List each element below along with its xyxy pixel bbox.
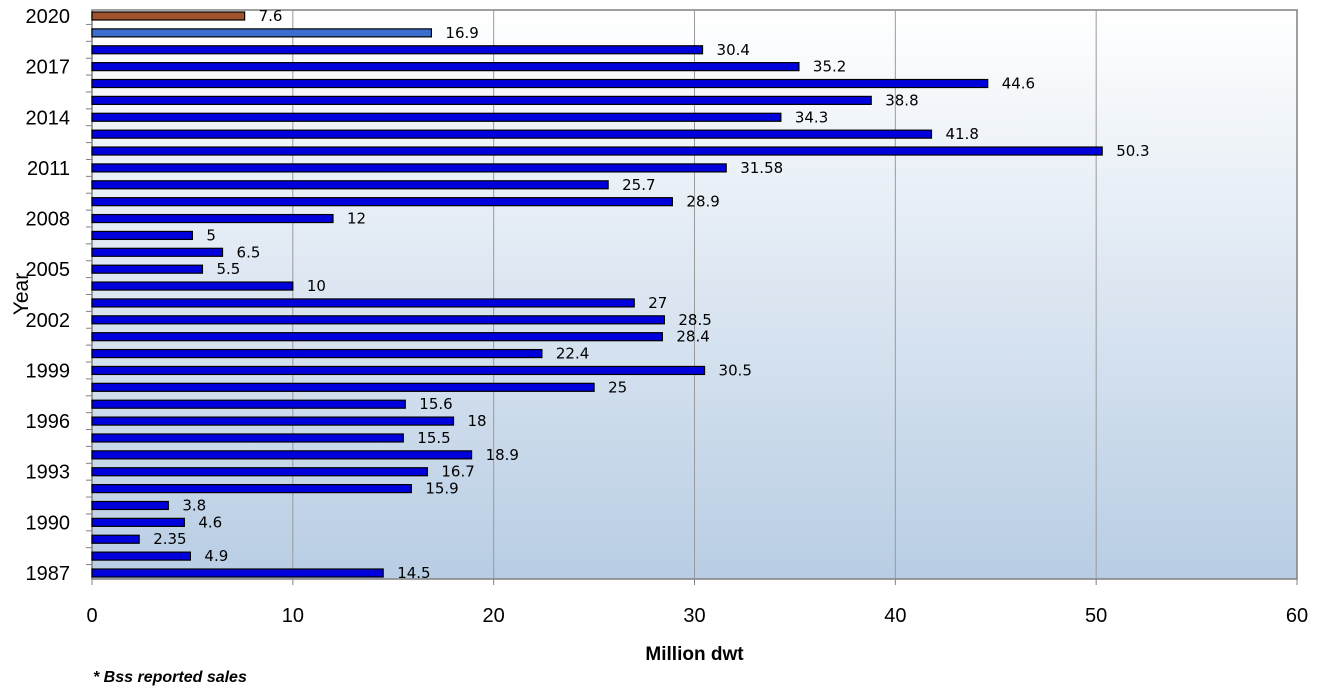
- x-tick-label: 50: [1085, 605, 1107, 627]
- data-label-1995: 15.5: [417, 429, 450, 447]
- data-label-1992: 15.9: [425, 480, 458, 498]
- data-label-2020: 7.6: [259, 7, 283, 25]
- data-label-1991: 3.8: [182, 496, 206, 514]
- bar-2006: [91, 247, 224, 257]
- data-label-2005: 5.5: [216, 260, 240, 278]
- bar-1990: [91, 517, 185, 527]
- data-label-2001: 28.4: [676, 328, 709, 346]
- bar-2011: [91, 163, 727, 173]
- bar-2019: [91, 28, 433, 38]
- bar-2013: [91, 129, 933, 139]
- bar-2007: [91, 230, 194, 241]
- bar-2012: [91, 146, 1103, 156]
- data-label-1997: 15.6: [419, 395, 452, 413]
- bar-1994: [91, 450, 473, 460]
- bar-2001: [91, 332, 663, 342]
- bar-2010: [91, 180, 609, 190]
- bar-1988: [91, 551, 192, 561]
- data-label-1998: 25: [608, 378, 627, 396]
- bar-1992: [91, 484, 412, 494]
- data-label-2006: 6.5: [237, 243, 261, 261]
- data-label-2011: 31.58: [740, 159, 783, 177]
- data-label-1999: 30.5: [719, 361, 752, 379]
- axis-ticks: [86, 23, 1298, 585]
- data-label-2003: 27: [648, 294, 667, 312]
- x-tick-label: 60: [1286, 605, 1308, 627]
- bar-1997: [91, 399, 406, 409]
- bar-1996: [91, 416, 455, 426]
- x-tick-label: 30: [683, 605, 705, 627]
- bar-1991: [91, 500, 169, 511]
- data-label-2019: 16.9: [445, 24, 478, 42]
- bars: [91, 11, 1103, 578]
- y-tick-label-2017: 2017: [26, 57, 71, 79]
- bar-2008: [91, 213, 334, 224]
- data-label-2018: 30.4: [717, 41, 750, 59]
- bar-1998: [91, 382, 595, 392]
- bar-2005: [91, 264, 204, 274]
- data-labels: 14.5 4.9 2.35 4.63.8 15.916.7 18.9 15.5 18 15.6 2…: [153, 7, 1149, 582]
- bar-2020: [91, 11, 246, 21]
- data-label-2009: 28.9: [686, 193, 719, 211]
- data-label-2015: 38.8: [885, 91, 918, 109]
- y-tick-label-2002: 2002: [26, 310, 71, 332]
- bar-1999: [91, 365, 706, 376]
- bar-2000: [91, 348, 543, 359]
- bar-2017: [91, 62, 800, 72]
- data-label-2017: 35.2: [813, 58, 846, 76]
- y-tick-label-1993: 1993: [26, 462, 71, 484]
- x-tick-label: 0: [86, 605, 97, 627]
- x-axis-title: Million dwt: [645, 644, 744, 665]
- y-tick-label-1999: 1999: [26, 360, 71, 382]
- y-tick-label-2008: 2008: [26, 209, 71, 231]
- y-tick-labels: 1987 1990 1993 1996 1999 2002 2005 2008 2011 2014…: [26, 6, 71, 585]
- x-tick-label: 20: [483, 605, 505, 627]
- y-tick-label-2011: 2011: [27, 158, 70, 180]
- y-tick-label-2005: 2005: [26, 259, 71, 281]
- data-label-2010: 25.7: [622, 176, 655, 194]
- data-label-2007: 5: [206, 226, 216, 244]
- bar-2002: [91, 315, 665, 325]
- bar-2003: [91, 298, 635, 308]
- bar-1995: [91, 433, 404, 443]
- data-label-1987: 14.5: [397, 564, 430, 582]
- y-tick-label-1996: 1996: [26, 411, 71, 433]
- bar-1993: [91, 467, 428, 477]
- bar-2015: [91, 95, 872, 105]
- bar-2014: [91, 112, 782, 122]
- bar-2016: [91, 78, 989, 89]
- x-tick-label: 40: [884, 605, 906, 627]
- y-tick-label-1987: 1987: [26, 563, 71, 585]
- data-label-1988: 4.9: [204, 547, 228, 565]
- data-label-2002: 28.5: [678, 311, 711, 329]
- data-label-1994: 18.9: [486, 446, 519, 464]
- y-tick-label-2020: 2020: [26, 6, 71, 28]
- y-tick-label-2014: 2014: [26, 107, 71, 129]
- x-tick-label: 10: [282, 605, 304, 627]
- bar-1989: [91, 534, 140, 544]
- data-label-1993: 16.7: [441, 463, 474, 481]
- x-tick-labels: 0 10 20 30 40 50 60: [86, 605, 1308, 627]
- y-tick-label-1990: 1990: [26, 512, 71, 534]
- data-label-2013: 41.8: [945, 125, 978, 143]
- footnote: * Bss reported sales: [93, 669, 247, 686]
- bar-2018: [91, 45, 704, 55]
- bar-2004: [91, 281, 294, 291]
- data-label-1996: 18: [468, 412, 487, 430]
- data-label-2000: 22.4: [556, 345, 589, 363]
- y-axis-title: Year: [10, 273, 33, 315]
- data-label-2008: 12: [347, 210, 366, 228]
- data-label-2012: 50.3: [1116, 142, 1149, 160]
- data-label-1989: 2.35: [153, 530, 186, 548]
- data-label-2016: 44.6: [1002, 75, 1035, 93]
- bar-1987: [91, 568, 384, 578]
- data-label-1990: 4.6: [198, 513, 222, 531]
- data-label-2014: 34.3: [795, 108, 828, 126]
- data-label-2004: 10: [307, 277, 326, 295]
- bar-2009: [91, 197, 674, 207]
